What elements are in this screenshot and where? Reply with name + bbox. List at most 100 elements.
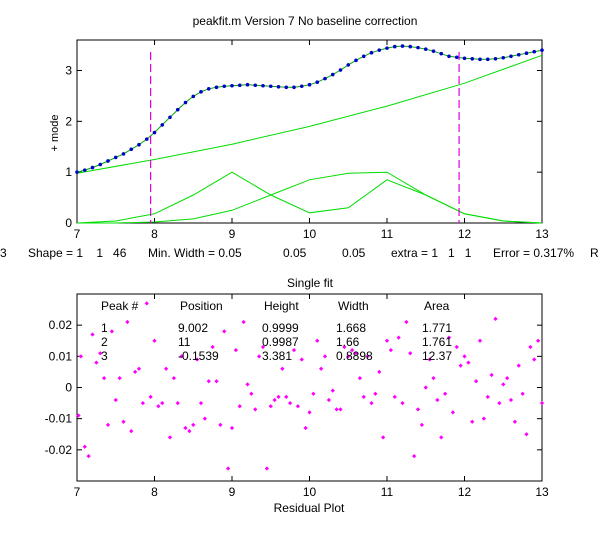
residual-point xyxy=(350,347,355,353)
residual-point xyxy=(435,397,440,403)
data-point xyxy=(90,165,95,170)
residual-point xyxy=(497,400,502,406)
residual-point xyxy=(334,407,339,412)
data-point xyxy=(168,115,172,120)
top-x-tick-label: 10 xyxy=(303,227,317,241)
residual-point xyxy=(454,344,459,350)
bottom-plot-frame xyxy=(76,293,543,482)
data-point xyxy=(253,83,258,88)
data-point xyxy=(330,72,335,77)
data-point xyxy=(299,84,304,89)
table-cell: 3 xyxy=(101,349,108,363)
residual-point xyxy=(117,376,122,381)
data-point xyxy=(230,83,234,88)
residual-point xyxy=(524,432,529,437)
data-point xyxy=(346,63,351,67)
residual-point xyxy=(291,347,297,353)
residual-point xyxy=(198,400,204,406)
top-x-tick-label: 7 xyxy=(74,227,81,241)
bottom-x-axis-label: Residual Plot xyxy=(274,501,345,515)
data-point xyxy=(400,44,405,48)
residual-point xyxy=(102,376,107,381)
data-point xyxy=(354,58,358,63)
residual-point xyxy=(288,400,293,406)
residual-point xyxy=(245,382,250,387)
table-cell: 0.9999 xyxy=(262,321,299,335)
bottom-x-tick-label: 10 xyxy=(303,485,317,499)
param-left-cut: 3 xyxy=(0,246,7,260)
residual-point xyxy=(505,376,510,381)
residual-point xyxy=(152,338,157,343)
residual-point xyxy=(404,319,409,325)
data-point xyxy=(408,44,413,49)
residual-point xyxy=(94,360,99,365)
residual-point xyxy=(384,338,390,343)
data-point xyxy=(423,47,428,51)
residual-point xyxy=(493,316,498,322)
table-cell: 9.002 xyxy=(178,321,208,335)
bottom-x-tick-label: 7 xyxy=(74,485,81,499)
top-y-tick-label: 1 xyxy=(65,165,72,179)
data-point xyxy=(175,107,180,112)
residual-point xyxy=(133,369,138,375)
table-cell: -0.1539 xyxy=(178,349,219,363)
data-point xyxy=(152,130,157,135)
bottom-y-tick-label: 0.01 xyxy=(49,349,73,363)
residual-point xyxy=(82,444,87,449)
top-y-tick-label: 2 xyxy=(65,114,72,128)
data-point xyxy=(478,57,482,62)
residual-point xyxy=(408,351,413,356)
table-cell: 11 xyxy=(178,335,191,349)
bottom-x-tick-label: 9 xyxy=(229,485,236,499)
table-header: Peak # xyxy=(101,299,139,313)
bottom-y-tick-label: 0.02 xyxy=(49,318,73,332)
residual-point xyxy=(353,351,359,356)
param-shape: Shape = 1 1 46 xyxy=(28,246,127,260)
data-point xyxy=(516,52,521,57)
table-cell: 1.668 xyxy=(336,321,366,335)
residual-point xyxy=(481,416,486,421)
data-point xyxy=(206,87,211,91)
table-cell: 1 xyxy=(101,321,108,335)
data-point xyxy=(129,147,134,152)
table-cell: 1.761 xyxy=(422,335,452,349)
residual-point xyxy=(536,338,541,343)
residual-point xyxy=(377,369,382,375)
residual-point xyxy=(113,397,118,403)
residual-point xyxy=(229,425,235,431)
residual-point xyxy=(396,335,401,340)
residual-point xyxy=(365,354,370,359)
data-point xyxy=(392,44,397,49)
residual-point xyxy=(218,422,223,428)
residual-point xyxy=(295,404,300,409)
residual-point xyxy=(539,400,545,406)
bottom-y-tick-label: -0.01 xyxy=(45,412,73,426)
table-cell: 2 xyxy=(101,335,108,349)
residual-point xyxy=(241,319,246,325)
residual-point xyxy=(167,435,173,440)
data-point xyxy=(261,83,265,88)
param-width-2: 0.05 xyxy=(283,246,307,260)
param-line: 3 Shape = 1 1 46 Min. Width = 0.05 0.05 … xyxy=(0,246,599,260)
data-point xyxy=(431,49,436,53)
residual-point xyxy=(86,453,91,459)
residual-point xyxy=(226,466,231,471)
residual-point xyxy=(423,385,428,390)
residual-point xyxy=(272,397,277,403)
data-point xyxy=(369,50,374,55)
bottom-x-tick-label: 11 xyxy=(381,485,394,499)
residual-point xyxy=(222,329,227,334)
residual-point xyxy=(446,335,452,340)
data-point xyxy=(377,48,382,52)
residual-point xyxy=(148,394,153,399)
data-point xyxy=(292,85,296,90)
residual-point xyxy=(357,376,362,381)
residual-point xyxy=(443,391,448,396)
residual-point xyxy=(210,344,215,350)
bottom-x-tick-label: 13 xyxy=(535,485,549,499)
residual-point xyxy=(427,357,432,362)
residual-point xyxy=(202,416,207,421)
residual-point xyxy=(412,453,417,459)
residual-point xyxy=(105,422,111,428)
residual-point xyxy=(187,429,192,434)
